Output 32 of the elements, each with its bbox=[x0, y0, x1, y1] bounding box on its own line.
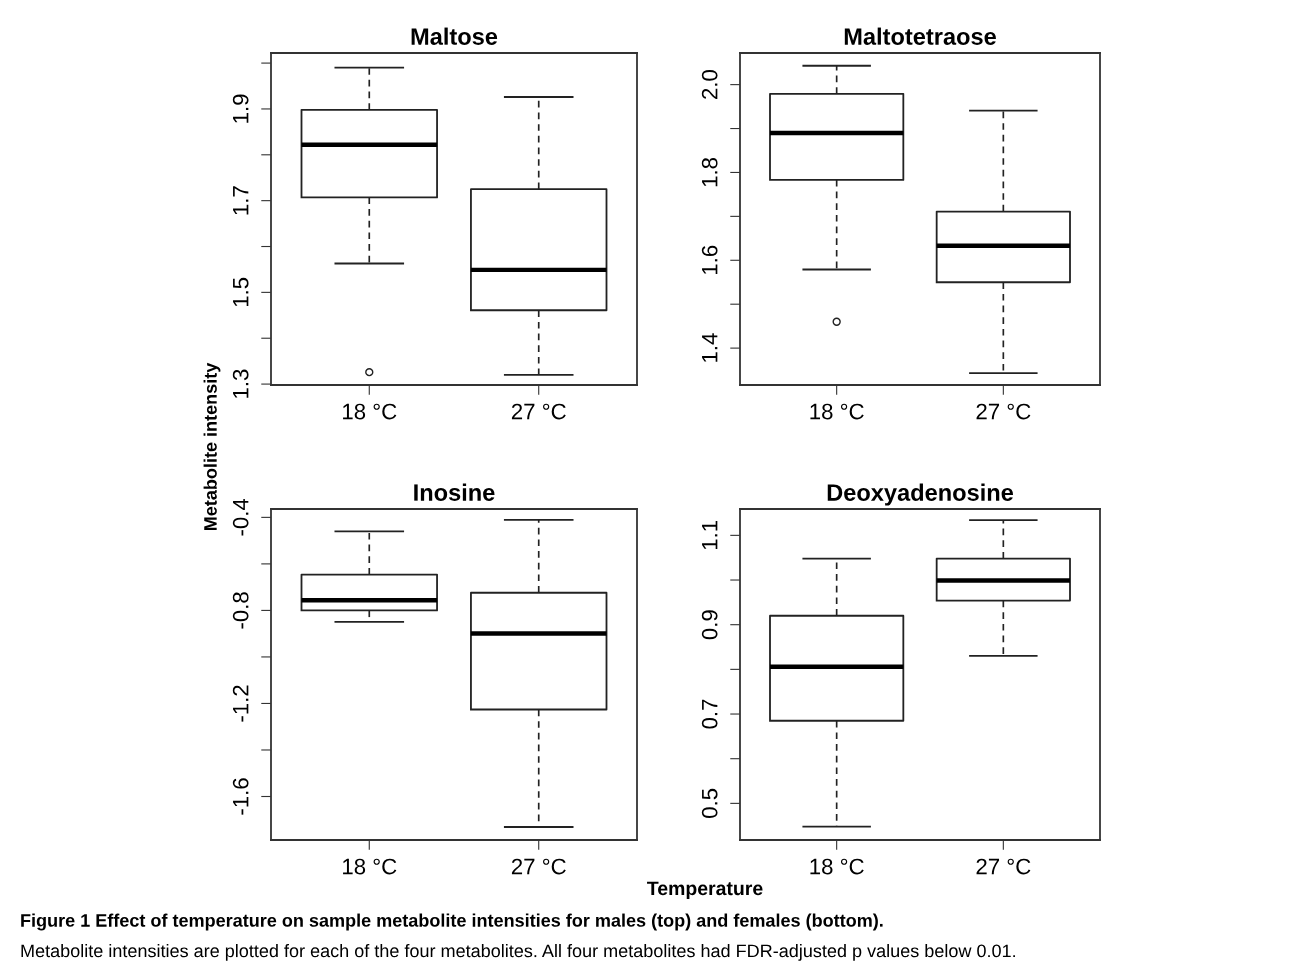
y-tick-label: 1.8 bbox=[701, 157, 718, 187]
y-axis-title: Metabolite intensity bbox=[203, 362, 221, 531]
y-tick-label: 1.7 bbox=[233, 186, 249, 215]
y-tick-label: 1.4 bbox=[702, 333, 718, 362]
x-tick-label: 27 °C bbox=[511, 858, 566, 875]
y-tick-label: 1.3 bbox=[232, 369, 249, 398]
y-tick-label: 1.1 bbox=[702, 520, 718, 550]
x-tick-label: 27 °C bbox=[976, 858, 1031, 875]
x-tick-label: 18 °C bbox=[343, 403, 397, 420]
chart-title: Inosine bbox=[414, 483, 495, 501]
chart-title: Maltose bbox=[411, 27, 498, 45]
caption: Figure 1 Effect of temperature on sample metabolite intensities for males (top) and females (bottom). bbox=[21, 913, 883, 931]
y-tick-label: 0.9 bbox=[701, 610, 718, 640]
x-tick-label: 18 °C bbox=[810, 403, 864, 420]
chart-title: Deoxyadenosine bbox=[827, 483, 1014, 506]
y-tick-label: 1.6 bbox=[701, 245, 718, 275]
x-tick-label: 18 °C bbox=[343, 858, 397, 875]
y-tick-label: -0.8 bbox=[232, 592, 249, 629]
y-tick-label: 1.5 bbox=[233, 277, 249, 307]
y-tick-label: -1.2 bbox=[232, 685, 249, 722]
chart-title: Maltotetraose bbox=[844, 27, 996, 45]
x-tick-label: 18 °C bbox=[810, 858, 864, 875]
y-tick-label: -1.6 bbox=[232, 778, 249, 815]
x-tick-label: 27 °C bbox=[511, 403, 566, 420]
text: Metabolite intensities are plotted for each of the four metabolites. All four metabolites had FDR-adjusted p values below 0.01. bbox=[21, 944, 1015, 961]
x-tick-label: 27 °C bbox=[976, 403, 1031, 420]
y-tick-label: 0.5 bbox=[701, 788, 718, 818]
y-tick-label: 0.7 bbox=[701, 699, 718, 729]
x-axis-title: Temperature bbox=[647, 881, 763, 900]
y-tick-label: 2.0 bbox=[701, 70, 718, 99]
y-tick-label: -0.4 bbox=[232, 498, 249, 536]
y-tick-label: 1.9 bbox=[232, 94, 249, 123]
